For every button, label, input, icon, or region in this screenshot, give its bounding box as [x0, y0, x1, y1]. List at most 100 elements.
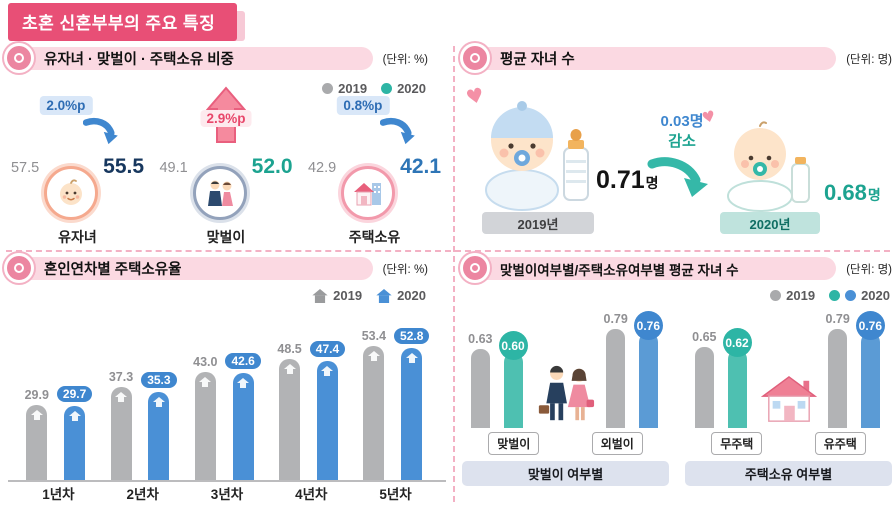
value-2020: 55.5 [103, 155, 145, 178]
stat-label: 맞벌이 [206, 229, 246, 245]
bar-value-2019: 43.0 [193, 355, 218, 369]
bar-cell-2020: 0.62 [722, 328, 752, 428]
q4-section-title: 주택소유 여부별 [685, 461, 892, 486]
change-badge: 2.9%p [200, 110, 252, 127]
house-icon [237, 378, 250, 388]
bar-cell-2019: 0.79 [826, 312, 850, 428]
category-label: 맞벌이 [488, 432, 540, 455]
avg-children-2019: 0.71 명 [596, 166, 659, 195]
bar-cell-2019: 53.4 [362, 329, 386, 480]
house-icon [30, 410, 43, 420]
bar-cell-2019: 0.63 [468, 332, 493, 428]
q3-group-year1: 29.9 29.7 1년차 [25, 386, 93, 502]
bar-2020 [727, 350, 747, 428]
arrow-down-icon [380, 117, 416, 145]
house-legend-icon [376, 288, 392, 303]
q1-header-pill: 유자녀 · 맞벌이 · 주택소유 비중 [4, 43, 373, 73]
bar-2020 [232, 373, 254, 480]
baby-2020-icon [716, 114, 812, 217]
q2-header: 평균 자녀 수 (단위: 명) [460, 43, 892, 73]
q4-bars: 0.63 0.60 [462, 311, 669, 428]
q2-title: 평균 자녀 수 [500, 52, 575, 68]
q3-group-year5: 53.4 52.8 5년차 [362, 328, 430, 502]
q4-charts: 0.63 0.60 [462, 302, 892, 486]
legend-2019: 2019 [322, 81, 367, 96]
legend-dot-blue-icon [845, 290, 857, 301]
legend-2019-label: 2019 [333, 288, 363, 303]
legend-dot-2019-icon [770, 290, 782, 301]
legend-2020: 2020 [829, 288, 890, 303]
value-2019: 42.9 [307, 160, 337, 176]
legend-2020: 2020 [376, 288, 426, 303]
change-word: 감소 [668, 132, 696, 150]
bar-cell-2020: 0.60 [498, 331, 528, 428]
house-icon [321, 366, 334, 376]
bar-2019 [606, 329, 626, 428]
legend-2019-label: 2019 [338, 81, 368, 96]
bar-2020 [638, 333, 658, 428]
year-label-2020: 2020년 [720, 212, 820, 234]
q4-category-row: 무주택 유주택 [685, 432, 892, 455]
page-title: 초혼 신혼부부의 주요 특징 [8, 3, 238, 41]
legend-dot-teal-icon [829, 290, 841, 301]
stat-home-ownership: 0.8%p 42.9 4 [302, 94, 448, 247]
q4-header: 맞벌이여부별/주택소유여부별 평균 자녀 수 (단위: 명) [460, 253, 892, 283]
q3-group-year2: 37.3 35.3 2년차 [109, 370, 177, 502]
bar-cell-2019: 0.65 [692, 330, 717, 428]
category-label: 유주택 [814, 432, 866, 455]
house-icon [760, 375, 817, 430]
legend-2020-label: 2020 [397, 81, 426, 96]
category-label: 무주택 [711, 432, 763, 455]
bar-value-2020: 0.60 [498, 331, 528, 360]
couple-icon [537, 363, 595, 430]
bar-2019 [694, 347, 714, 428]
vertical-divider [453, 46, 455, 502]
bar-cell-2019: 48.5 [277, 342, 302, 480]
change-badge: 0.8%p [336, 96, 390, 115]
bar-value-2020: 35.3 [141, 372, 177, 388]
bar-value-2019: 29.9 [24, 388, 49, 402]
bar-value-2020: 52.8 [394, 328, 430, 344]
bar-2019 [470, 349, 490, 428]
stat-label: 유자녀 [58, 229, 97, 245]
legend-dot-2019-icon [322, 83, 334, 94]
q4-header-pill: 맞벌이여부별/주택소유여부별 평균 자녀 수 [460, 253, 837, 283]
q3-title: 혼인연차별 주택소유율 [44, 262, 182, 278]
bar-value-2019: 53.4 [361, 329, 387, 343]
q1-header: 유자녀 · 맞벌이 · 주택소유 비중 (단위: %) [4, 43, 428, 73]
arrow-down-icon [83, 117, 119, 145]
arrow-down-teal-icon [646, 156, 710, 203]
q3-group-year3: 43.0 42.6 3년차 [193, 353, 261, 502]
bar-value-2020: 47.4 [309, 341, 346, 357]
change-badge: 2.0%p [39, 96, 93, 115]
house-legend-icon [312, 288, 328, 303]
section-marker-icon [460, 43, 490, 73]
q4-section-home-ownership: 0.65 0.62 [685, 302, 892, 486]
stat-with-children: 2.0%p 57.5 55.5 [5, 94, 151, 247]
stat-values: 57.5 55.5 [11, 150, 144, 220]
q4-unit-label: (단위: 명) [846, 263, 892, 276]
bar-2020 [860, 333, 880, 428]
legend-2020-label: 2020 [861, 288, 890, 303]
avg-children-2020: 0.68 명 [824, 180, 881, 206]
bar-cell-2020: 52.8 [394, 328, 430, 480]
bar-2019 [363, 346, 385, 480]
legend-2019: 2019 [312, 288, 362, 303]
x-axis-label: 5년차 [379, 487, 412, 502]
change-area: 0.8%p [302, 94, 448, 148]
section-marker-icon [460, 253, 490, 283]
bar-cell-2020: 35.3 [141, 372, 177, 480]
avg-children-2020-value: 0.68 [824, 180, 867, 205]
year-label-2019: 2019년 [482, 212, 594, 234]
change-area: 2.0%p [5, 94, 151, 148]
bar-cell-2020: 29.7 [56, 386, 93, 480]
q3-legend: 2019 2020 [260, 288, 426, 303]
change-amount: 0.03명 [660, 113, 704, 130]
q4-category-row: 맞벌이 외벌이 [462, 432, 669, 455]
q4-section-dual-income: 0.63 0.60 [462, 302, 669, 486]
q2-unit-label: (단위: 명) [846, 53, 892, 66]
bar-cell-2019: 29.9 [25, 388, 49, 480]
bar-2019 [110, 387, 132, 480]
title-banner: 초혼 신혼부부의 주요 특징 [8, 3, 246, 41]
bar-2020 [316, 361, 338, 480]
